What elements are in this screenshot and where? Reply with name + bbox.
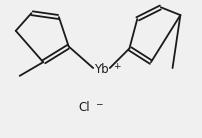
Text: −: − xyxy=(95,99,102,108)
Text: Cl: Cl xyxy=(78,101,90,114)
Text: +: + xyxy=(112,62,120,71)
Text: Yb: Yb xyxy=(93,63,108,76)
